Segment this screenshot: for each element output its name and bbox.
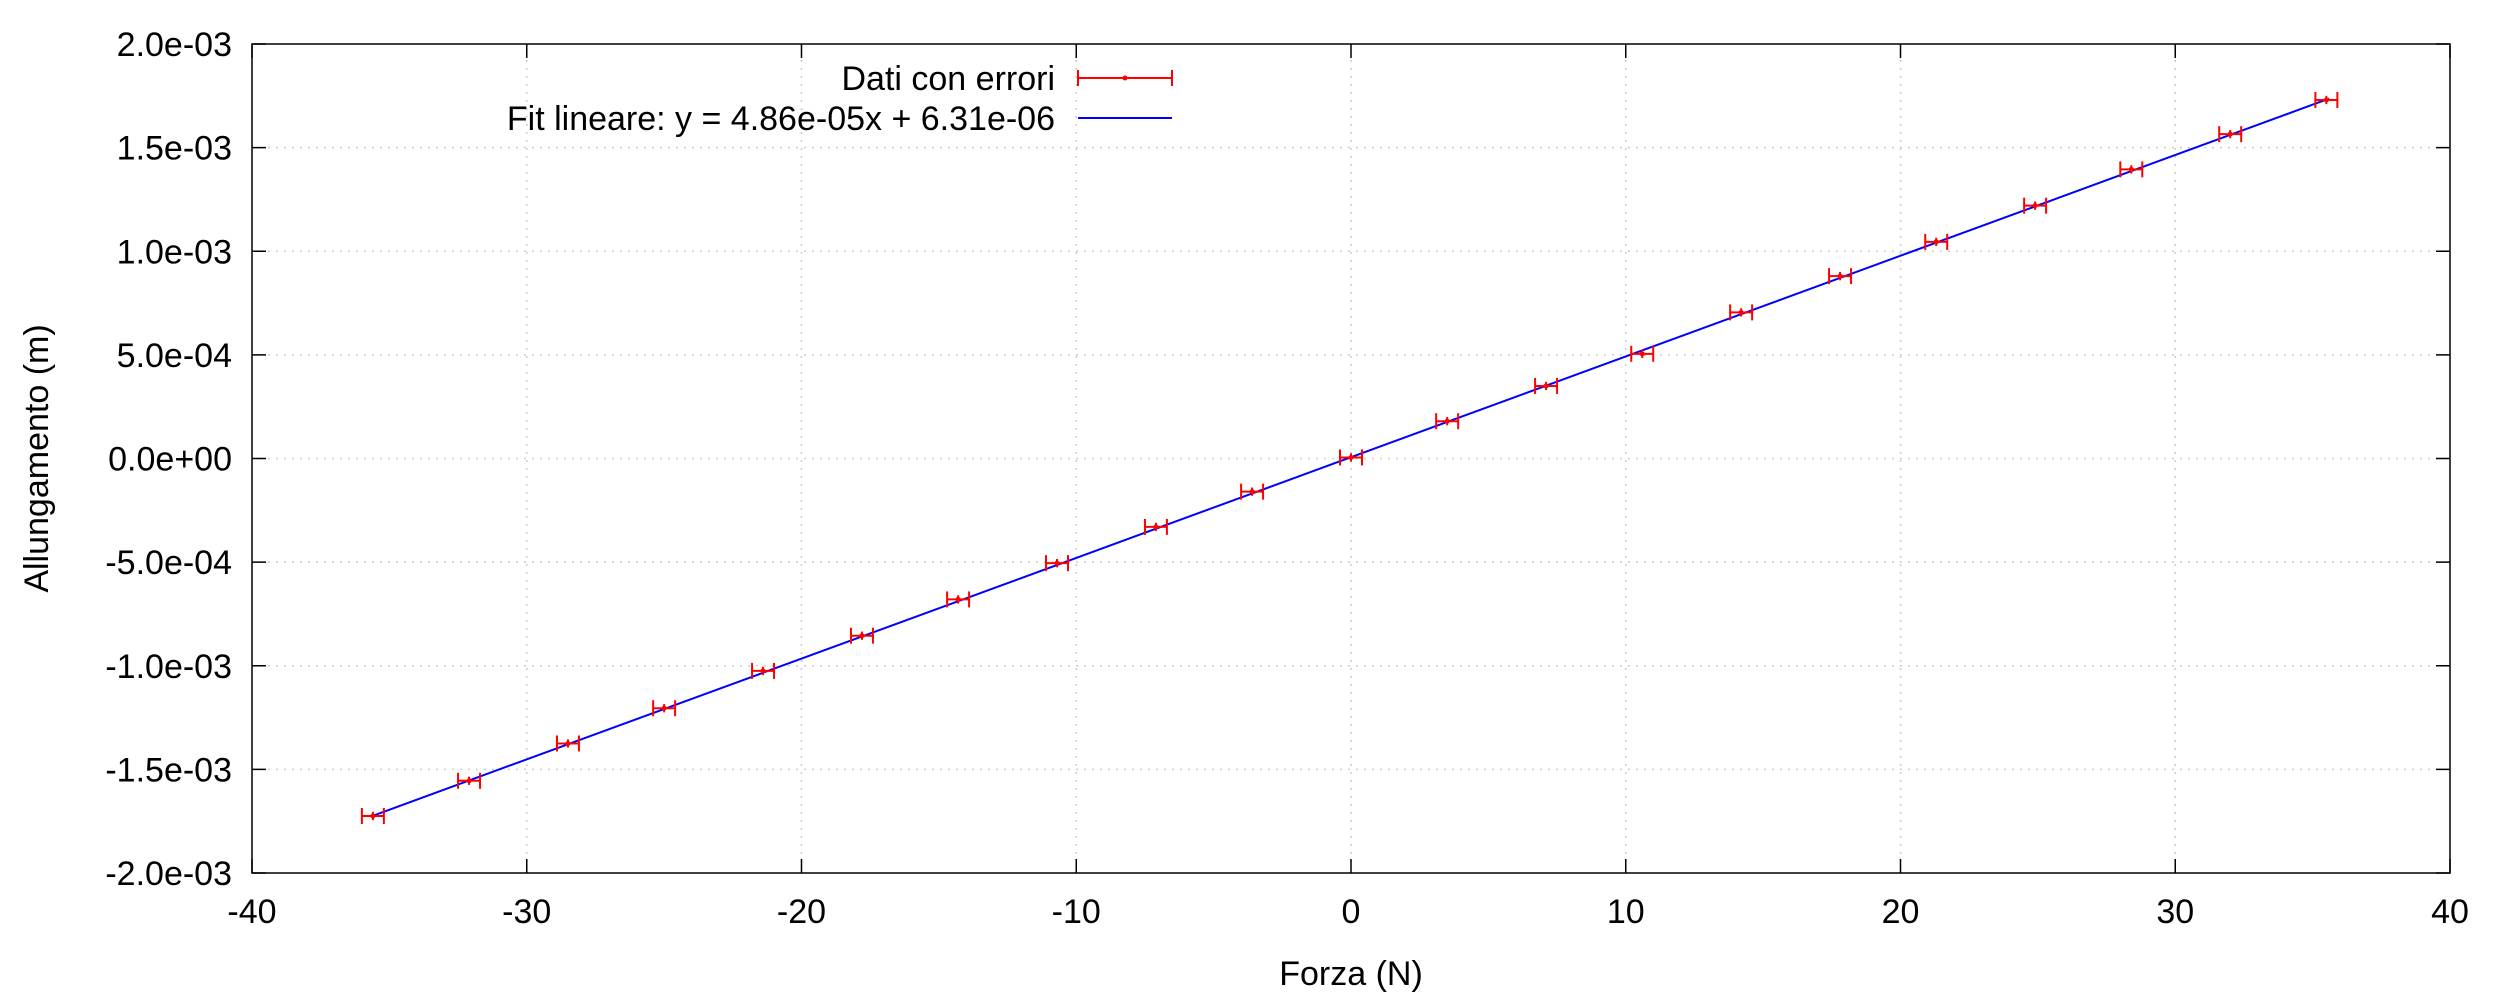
data-point xyxy=(652,700,677,717)
y-tick-label: -5.0e-04 xyxy=(105,544,232,582)
x-tick-label: 0 xyxy=(1342,893,1361,931)
x-tick-label: -40 xyxy=(227,893,276,931)
data-point xyxy=(360,808,385,825)
y-tick-label: 1.5e-03 xyxy=(117,130,232,168)
data-marker xyxy=(1249,489,1255,495)
data-point xyxy=(849,627,874,644)
x-tick-label: 20 xyxy=(1882,893,1920,931)
data-point xyxy=(751,662,776,679)
y-tick-label: 1.0e-03 xyxy=(117,233,232,271)
data-marker xyxy=(1933,239,1939,245)
data-point xyxy=(2314,91,2339,108)
data-marker xyxy=(565,740,571,746)
y-tick-label: 2.0e-03 xyxy=(117,26,232,64)
data-marker xyxy=(1153,524,1159,530)
x-tick-label: 40 xyxy=(2431,893,2469,931)
data-marker xyxy=(1543,383,1549,389)
data-point xyxy=(1435,413,1460,430)
y-tick-label: 5.0e-04 xyxy=(117,337,232,375)
x-tick-label: -20 xyxy=(777,893,826,931)
data-marker xyxy=(1639,351,1645,357)
data-point xyxy=(457,772,482,789)
data-marker xyxy=(1444,418,1450,424)
data-marker xyxy=(2128,166,2134,172)
legend-swatch-marker xyxy=(1122,75,1128,81)
data-marker xyxy=(661,705,667,711)
data-marker xyxy=(466,778,472,784)
data-marker xyxy=(370,813,376,819)
y-tick-label: -1.5e-03 xyxy=(105,751,232,789)
data-point xyxy=(1630,345,1655,362)
plot-series xyxy=(360,91,2339,825)
data-marker xyxy=(955,596,961,602)
x-tick-label: -30 xyxy=(502,893,551,931)
data-point xyxy=(1828,268,1853,285)
y-tick-label: -2.0e-03 xyxy=(105,855,232,893)
x-tick-label: 10 xyxy=(1607,893,1645,931)
data-marker xyxy=(859,633,865,639)
data-point xyxy=(1729,304,1754,321)
data-point xyxy=(1924,233,1949,250)
x-tick-label: 30 xyxy=(2156,893,2194,931)
data-point xyxy=(2119,161,2144,178)
data-marker xyxy=(1348,454,1354,460)
data-marker xyxy=(2323,97,2329,103)
data-point xyxy=(1534,377,1559,394)
y-axis-label: Allungamento (m) xyxy=(18,324,56,592)
data-point xyxy=(1339,449,1363,466)
x-axis-label: Forza (N) xyxy=(1279,955,1423,993)
legend-label-data: Dati con errori xyxy=(841,60,1055,98)
data-point xyxy=(555,735,580,752)
data-point xyxy=(946,591,971,608)
data-point xyxy=(2023,197,2048,214)
axis-ticks: -40 -30 -20 -10 0 10 20 30 40 -2.0e-03 -1.5e-03 -1.… xyxy=(105,26,2469,931)
legend-label-fit: Fit lineare: y = 4.86e-05x + 6.31e-06 xyxy=(507,100,1055,138)
data-marker xyxy=(2032,203,2038,209)
data-marker xyxy=(2227,131,2233,137)
x-tick-label: -10 xyxy=(1052,893,1101,931)
data-marker xyxy=(1837,273,1843,279)
data-marker xyxy=(760,668,766,674)
y-tick-label: 0.0e+00 xyxy=(108,441,232,479)
data-point xyxy=(1240,483,1265,500)
y-tick-label: -1.0e-03 xyxy=(105,648,232,686)
data-point xyxy=(1143,518,1168,535)
data-point xyxy=(1045,555,1070,572)
data-marker xyxy=(1054,560,1060,566)
data-point xyxy=(2218,126,2243,143)
data-marker xyxy=(1738,309,1744,315)
